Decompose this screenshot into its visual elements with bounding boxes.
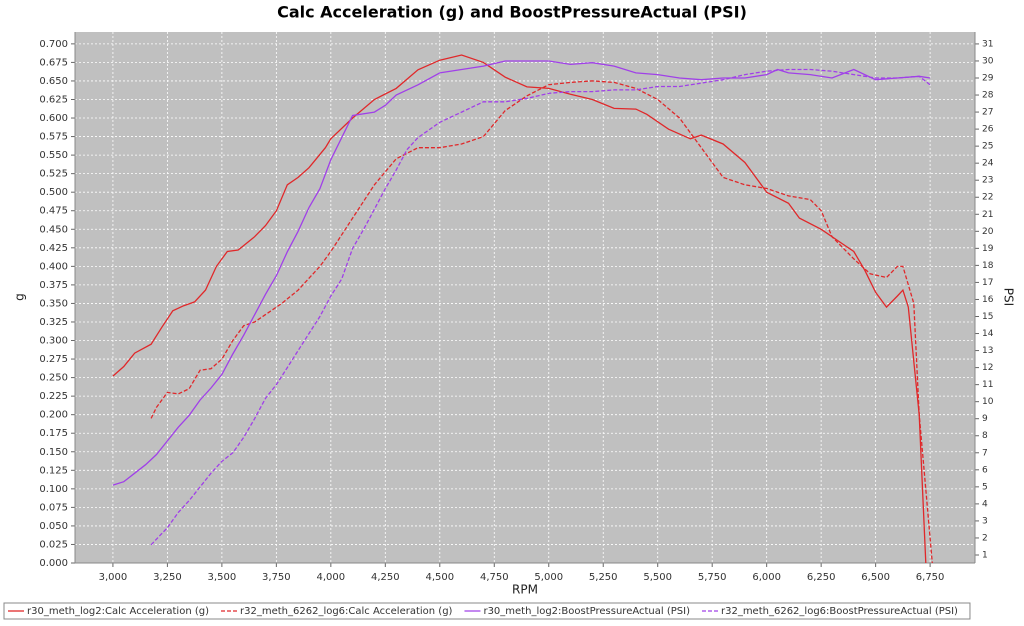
legend-label: r30_meth_log2:Calc Acceleration (g) — [27, 606, 209, 617]
y-tick-label: 0.625 — [39, 94, 68, 105]
y-tick-label: 0.100 — [39, 484, 68, 495]
y-tick-label: 0.700 — [39, 39, 68, 50]
series-line — [150, 80, 933, 564]
y-tick-label: 0.525 — [39, 169, 68, 180]
y2-tick-label: 28 — [982, 91, 994, 101]
x-tick-label: 5,000 — [534, 572, 563, 583]
y-tick-label: 0.275 — [39, 354, 68, 365]
x-tick-label: 3,750 — [262, 572, 291, 583]
y2-tick-label: 13 — [982, 346, 993, 356]
plot-area — [75, 32, 975, 563]
y-tick-label: 0.225 — [39, 391, 68, 402]
y2-tick-label: 21 — [982, 210, 993, 220]
y-tick-label: 0.600 — [39, 113, 68, 124]
x-tick-label: 5,250 — [589, 572, 618, 583]
y-tick-label: 0.050 — [39, 521, 68, 532]
y-tick-label: 0.425 — [39, 243, 68, 254]
y2-tick-label: 27 — [982, 108, 993, 118]
y-tick-label: 0.175 — [39, 428, 68, 439]
y-tick-label: 0.475 — [39, 206, 68, 217]
y2-tick-label: 18 — [982, 261, 994, 271]
legend-label: r32_meth_6262_log6:BoostPressureActual (… — [721, 606, 958, 617]
y2-tick-label: 7 — [982, 448, 988, 458]
legend-label: r30_meth_log2:BoostPressureActual (PSI) — [483, 606, 690, 617]
x-tick-label: 3,500 — [208, 572, 237, 583]
y2-tick-label: 16 — [982, 295, 994, 305]
y2-tick-label: 5 — [982, 482, 988, 492]
y-tick-label: 0.150 — [39, 447, 68, 458]
y2-tick-label: 22 — [982, 193, 993, 203]
y2-tick-label: 12 — [982, 363, 993, 373]
y-tick-label: 0.300 — [39, 336, 68, 347]
y2-tick-label: 1 — [982, 550, 988, 560]
x-tick-label: 4,250 — [371, 572, 400, 583]
y2-tick-label: 24 — [982, 159, 994, 169]
y-tick-label: 0.025 — [39, 539, 68, 550]
y2-tick-label: 20 — [982, 227, 994, 237]
y2-tick-label: 3 — [982, 516, 988, 526]
chart-title: Calc Acceleration (g) and BoostPressureA… — [277, 3, 747, 22]
y2-tick-label: 31 — [982, 39, 993, 49]
y-tick-label: 0.500 — [39, 187, 68, 198]
y-tick-label: 0.400 — [39, 261, 68, 272]
x-tick-label: 6,000 — [752, 572, 781, 583]
x-tick-label: 6,750 — [916, 572, 945, 583]
legend-box — [3, 602, 971, 620]
y-tick-label: 0.200 — [39, 410, 68, 421]
y2-tick-label: 6 — [982, 465, 988, 475]
y2-tick-label: 8 — [982, 431, 988, 441]
y-tick-label: 0.450 — [39, 224, 68, 235]
x-tick-label: 5,750 — [698, 572, 727, 583]
y-tick-label: 0.125 — [39, 465, 68, 476]
x-tick-label: 6,500 — [861, 572, 890, 583]
x-tick-label: 5,500 — [643, 572, 672, 583]
y2-tick-label: 14 — [982, 329, 994, 339]
y-tick-label: 0.675 — [39, 57, 68, 68]
y2-tick-label: 4 — [982, 499, 988, 509]
y2-tick-label: 9 — [982, 414, 988, 424]
x-axis-title: RPM — [512, 583, 538, 597]
y2-tick-label: 2 — [982, 533, 988, 543]
series-line — [112, 54, 927, 564]
y2-tick-label: 17 — [982, 278, 993, 288]
y2-tick-label: 26 — [982, 125, 994, 135]
y2-axis-title: PSI — [1002, 288, 1016, 306]
y-tick-label: 0.550 — [39, 150, 68, 161]
y-tick-label: 0.075 — [39, 502, 68, 513]
y2-tick-label: 15 — [982, 312, 993, 322]
y-tick-label: 0.000 — [39, 558, 68, 569]
x-tick-label: 6,250 — [807, 572, 836, 583]
y2-tick-label: 19 — [982, 244, 994, 254]
y-axis-title: g — [13, 293, 27, 301]
series-line — [112, 60, 931, 486]
y2-tick-label: 25 — [982, 142, 993, 152]
y-tick-label: 0.575 — [39, 132, 68, 143]
y-tick-label: 0.250 — [39, 373, 68, 384]
x-tick-label: 3,000 — [99, 572, 128, 583]
y-tick-label: 0.350 — [39, 298, 68, 309]
x-tick-label: 4,000 — [317, 572, 346, 583]
y-tick-label: 0.325 — [39, 317, 68, 328]
legend-label: r32_meth_6262_log6:Calc Acceleration (g) — [240, 606, 453, 617]
x-tick-label: 4,500 — [425, 572, 454, 583]
x-tick-label: 4,750 — [480, 572, 509, 583]
y2-tick-label: 29 — [982, 73, 994, 83]
y2-tick-label: 23 — [982, 176, 993, 186]
y2-tick-label: 11 — [982, 380, 993, 390]
y-tick-label: 0.650 — [39, 76, 68, 87]
y2-tick-label: 30 — [982, 56, 994, 66]
y2-tick-label: 10 — [982, 397, 994, 407]
y-tick-label: 0.375 — [39, 280, 68, 291]
x-tick-label: 3,250 — [153, 572, 182, 583]
